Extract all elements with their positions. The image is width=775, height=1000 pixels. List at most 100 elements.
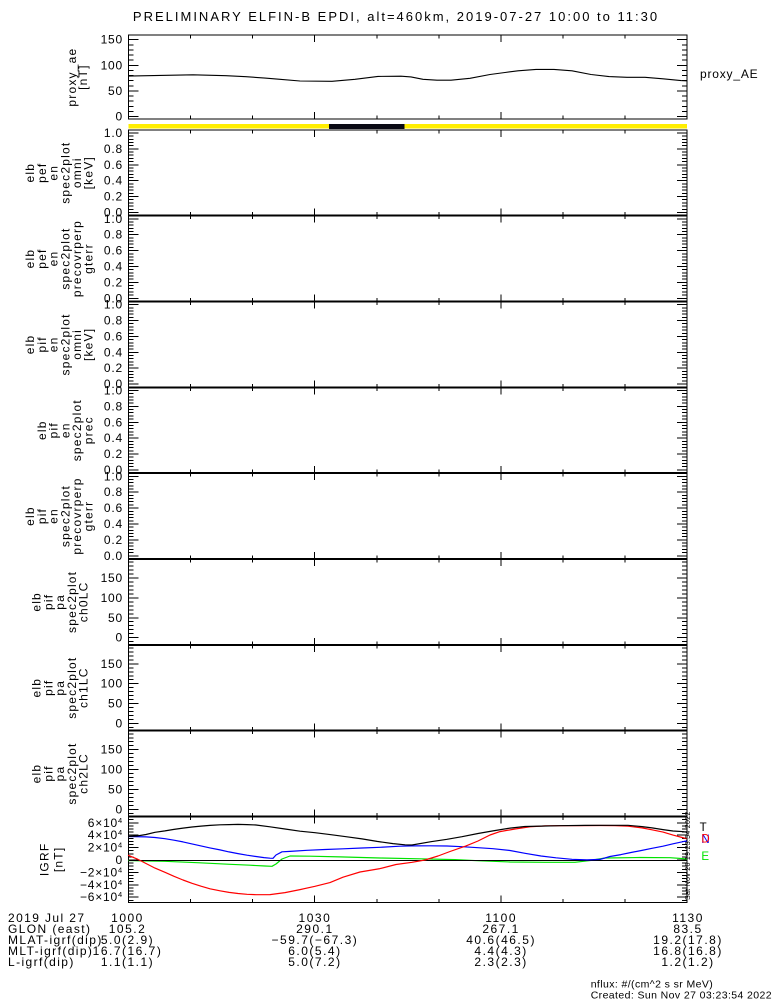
svg-text:83.5: 83.5 (673, 922, 702, 936)
svg-text:Created: Sun Nov 27 03:23:54 2: Created: Sun Nov 27 03:23:54 2022 (591, 990, 772, 1000)
svg-text:0: 0 (116, 631, 123, 645)
svg-text:1.2(1.2): 1.2(1.2) (661, 955, 714, 969)
svg-text:proxy_ae: proxy_ae (65, 48, 79, 107)
svg-text:elb: elb (30, 764, 44, 784)
svg-text:elb: elb (23, 335, 37, 355)
svg-text:100: 100 (101, 58, 123, 72)
svg-text:0.2: 0.2 (104, 190, 123, 204)
svg-text:2×104: 2×104 (88, 841, 123, 855)
svg-text:MLT-igrf(dip): MLT-igrf(dip) (8, 944, 93, 958)
svg-text:MLAT-igrf(dip): MLAT-igrf(dip) (8, 933, 103, 947)
svg-text:2.3(2.3): 2.3(2.3) (474, 955, 527, 969)
svg-text:elb: elb (30, 678, 44, 698)
svg-text:0.8: 0.8 (104, 142, 123, 156)
svg-text:elb: elb (23, 249, 37, 269)
svg-text:0: 0 (116, 802, 123, 816)
svg-text:en: en (47, 508, 61, 524)
svg-text:spec2plot: spec2plot (65, 657, 79, 719)
svg-text:L-igrf(dip): L-igrf(dip) (8, 955, 75, 969)
svg-text:gterr: gterr (82, 243, 96, 274)
svg-text:0: 0 (116, 110, 123, 124)
svg-text:[keV]: [keV] (82, 328, 96, 361)
svg-text:precovrperp: precovrperp (70, 220, 84, 297)
svg-text:1100: 1100 (485, 911, 517, 925)
svg-text:0.4: 0.4 (104, 174, 123, 188)
svg-text:1.0: 1.0 (104, 298, 123, 312)
svg-text:0.2: 0.2 (104, 447, 123, 461)
svg-text:150: 150 (101, 571, 123, 585)
svg-text:spec2plot: spec2plot (58, 142, 72, 204)
svg-text:[nT]: [nT] (76, 64, 90, 89)
svg-text:pa: pa (53, 594, 67, 610)
svg-text:19.2(17.8): 19.2(17.8) (653, 933, 723, 947)
svg-text:pif: pif (41, 594, 55, 610)
svg-text:precovrperp: precovrperp (70, 477, 84, 554)
svg-text:6.0(5.4): 6.0(5.4) (288, 944, 341, 958)
svg-text:0.4: 0.4 (104, 345, 123, 359)
svg-text:pif: pif (47, 422, 61, 438)
svg-text:0.2: 0.2 (104, 361, 123, 375)
svg-text:omni: omni (70, 157, 84, 188)
svg-text:1.0: 1.0 (104, 212, 123, 226)
svg-text:50: 50 (108, 611, 123, 625)
svg-text:E: E (701, 851, 709, 863)
svg-text:elb: elb (23, 506, 37, 526)
svg-text:150: 150 (101, 33, 123, 47)
svg-text:prec: prec (82, 416, 96, 444)
svg-text:en: en (47, 165, 61, 181)
svg-text:−59.7(−67.3): −59.7(−67.3) (272, 933, 359, 947)
svg-text:0.6: 0.6 (104, 244, 123, 258)
svg-text:pef: pef (35, 163, 49, 183)
svg-text:105.2: 105.2 (109, 922, 147, 936)
svg-text:pef: pef (35, 248, 49, 268)
svg-text:N: N (701, 834, 709, 846)
svg-text:0.2: 0.2 (104, 533, 123, 547)
svg-text:gterr: gterr (82, 501, 96, 532)
svg-text:elb: elb (35, 420, 49, 440)
svg-text:ch1LC: ch1LC (77, 667, 91, 708)
svg-text:4.4(4.3): 4.4(4.3) (474, 944, 527, 958)
svg-text:6×104: 6×104 (88, 816, 123, 830)
svg-text:0.4: 0.4 (104, 431, 123, 445)
svg-text:pif: pif (35, 336, 49, 352)
svg-text:[keV]: [keV] (82, 156, 96, 189)
svg-text:0.4: 0.4 (104, 259, 123, 273)
svg-text:267.1: 267.1 (482, 922, 520, 936)
svg-text:pa: pa (53, 680, 67, 696)
svg-text:0.0: 0.0 (104, 549, 123, 563)
svg-text:1130: 1130 (672, 911, 704, 925)
svg-text:0.0: 0.0 (104, 463, 123, 477)
svg-text:0.4: 0.4 (104, 517, 123, 531)
svg-text:0.8: 0.8 (104, 228, 123, 242)
svg-text:elb: elb (23, 163, 37, 183)
svg-text:nflux: #/(cm^2 s sr MeV): nflux: #/(cm^2 s sr MeV) (591, 979, 713, 991)
svg-text:50: 50 (108, 84, 123, 98)
svg-text:proxy_AE: proxy_AE (700, 67, 758, 81)
svg-text:spec2plot: spec2plot (58, 313, 72, 375)
svg-text:0.6: 0.6 (104, 329, 123, 343)
svg-text:100: 100 (101, 591, 123, 605)
svg-text:0.2: 0.2 (104, 275, 123, 289)
svg-text:16.8(16.8): 16.8(16.8) (653, 944, 723, 958)
svg-text:150: 150 (101, 657, 123, 671)
svg-text:PRELIMINARY ELFIN-B EPDI, alt=: PRELIMINARY ELFIN-B EPDI, alt=460km, 201… (133, 9, 659, 24)
svg-text:spec2plot: spec2plot (65, 571, 79, 633)
svg-text:ch0LC: ch0LC (77, 582, 91, 623)
svg-text:0: 0 (116, 716, 123, 730)
svg-text:spec2plot: spec2plot (70, 399, 84, 461)
svg-text:0.0: 0.0 (104, 205, 123, 219)
svg-text:5.0(2.9): 5.0(2.9) (101, 933, 154, 947)
svg-text:1.1(1.1): 1.1(1.1) (101, 955, 154, 969)
svg-text:ch2LC: ch2LC (77, 753, 91, 794)
svg-text:50: 50 (108, 697, 123, 711)
svg-text:1030: 1030 (299, 911, 332, 925)
svg-text:0.8: 0.8 (104, 314, 123, 328)
svg-text:D: D (701, 834, 709, 846)
svg-text:4×104: 4×104 (88, 828, 123, 842)
svg-text:150: 150 (101, 743, 123, 757)
svg-text:pif: pif (41, 765, 55, 781)
svg-text:0.6: 0.6 (104, 415, 123, 429)
svg-text:spec2plot: spec2plot (65, 742, 79, 804)
svg-text:0.0: 0.0 (104, 377, 123, 391)
svg-text:0.6: 0.6 (104, 501, 123, 515)
